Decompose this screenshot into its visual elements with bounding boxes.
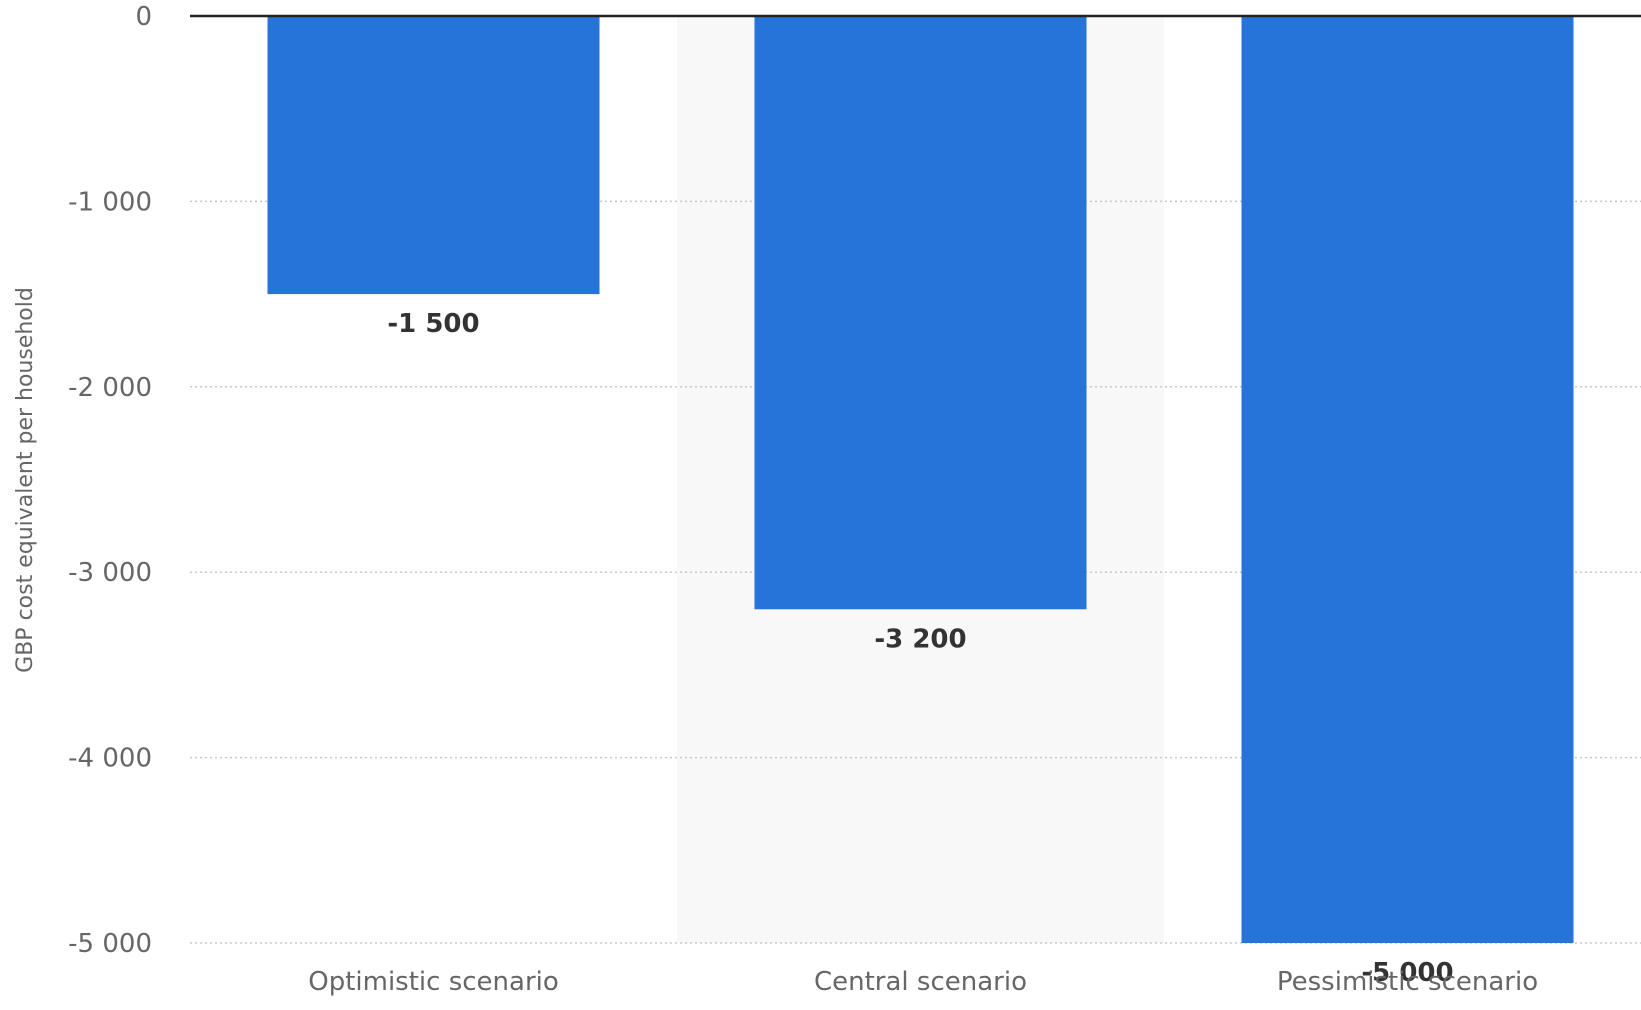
y-axis-ticks: 0 -1 000 -2 000 -3 000 -4 000 -5 000 (68, 2, 152, 959)
bar-value-label: -5 000 (1361, 958, 1453, 988)
x-category-label: Pessimistic scenario (1277, 967, 1538, 997)
x-category-label: Optimistic scenario (308, 967, 559, 997)
y-tick-label: -1 000 (68, 187, 152, 217)
y-tick-label: -5 000 (68, 929, 152, 959)
x-axis-categories: Optimistic scenario Central scenario Pessi… (308, 967, 1538, 997)
data-labels: -1 500 -3 200 -5 000 (387, 309, 1453, 988)
bars (267, 16, 1574, 943)
bar[interactable] (1241, 16, 1574, 943)
x-category-label: Central scenario (814, 967, 1027, 997)
y-tick-label: 0 (135, 2, 152, 32)
bar-value-label: -3 200 (874, 624, 966, 654)
y-axis-title: GBP cost equivalent per household (13, 287, 38, 673)
y-tick-label: -4 000 (68, 744, 152, 774)
y-tick-label: -2 000 (68, 373, 152, 403)
bar[interactable] (754, 16, 1087, 610)
bar-value-label: -1 500 (387, 309, 479, 339)
bar[interactable] (267, 16, 600, 295)
y-tick-label: -3 000 (68, 558, 152, 588)
